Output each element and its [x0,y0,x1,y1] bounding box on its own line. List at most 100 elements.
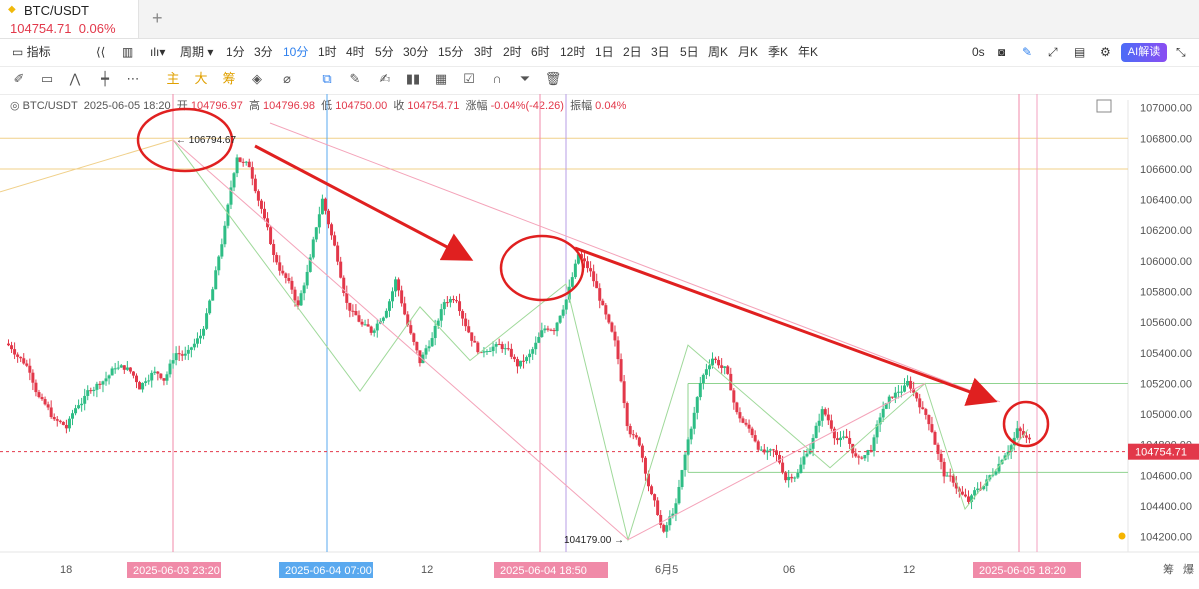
copy-icon[interactable]: ⧉ [322,71,332,86]
interval-10[interactable]: 6时 [531,45,550,59]
candle-body [494,344,498,347]
candle-body [330,224,334,236]
candle-body [107,375,111,379]
trash-icon[interactable]: 🗑 [544,71,562,86]
interval-9[interactable]: 2时 [503,45,522,59]
candle-body [311,239,315,258]
drawing-toolbar: ✐ ▭ ⋀ ┿ ⋯ 主 大 筹 ◈ ⌀ ⧉ ✎ ✍ ▮▮ ▦ ☑ ∩ ⏷ 🗑 [0,66,1199,95]
candles-icon[interactable]: ▮▮ [405,71,421,86]
chart-style-icon[interactable]: ılı▾ [150,45,166,59]
arrow-2 [574,246,998,406]
ruler-icon[interactable]: ✐ [13,71,25,86]
interval-12[interactable]: 1日 [595,45,614,59]
brush-icon[interactable]: ✍ [379,71,391,86]
candle-body [960,491,964,495]
interval-11[interactable]: 12时 [560,45,586,59]
timer-label: 0s [972,45,985,59]
edit-icon[interactable]: ☑ [463,71,475,86]
rectangle-icon[interactable]: ▭ [40,71,54,86]
grid-icon[interactable]: ▦ [434,71,448,86]
time-marker-badge-2 [494,562,608,578]
candle-body [677,487,681,504]
candle-body [631,434,635,436]
candle-body [354,311,358,316]
candle-body [189,347,193,350]
symbol-tab[interactable]: ◆ BTC/USDT 104754.71 0.06% [0,0,139,38]
candle-body [345,292,349,303]
annotate-icon[interactable]: ◈ [252,71,262,86]
pattern-icon[interactable]: ⋀ [69,71,81,86]
interval-4[interactable]: 4时 [346,45,365,59]
candle-body [244,161,248,163]
filter-icon[interactable]: ⏷ [519,71,531,86]
interval-19[interactable]: 年K [798,45,819,59]
candle-body [595,281,599,289]
pen-icon[interactable]: ✎ [349,71,361,86]
candle-body [217,256,221,271]
add-tab-icon[interactable]: + [152,8,163,28]
interval-16[interactable]: 周K [708,45,729,59]
interval-15[interactable]: 5日 [680,45,699,59]
vertical-line-icon[interactable]: ┿ [101,71,109,86]
interval-13[interactable]: 2日 [623,45,642,59]
interval-1[interactable]: 3分 [254,45,273,59]
candle-body [238,157,242,162]
candle-body [485,351,489,353]
interval-5[interactable]: 5分 [375,45,394,59]
settings-icon[interactable]: ⚙ [1100,45,1111,59]
chart-type-icon[interactable]: ▥ [122,45,134,59]
indicators-button[interactable]: ▭ 指标 [12,45,51,59]
draw-icon[interactable]: ✎ [1022,45,1033,59]
candle-body [540,330,544,337]
candle-body [272,244,276,255]
split-icon[interactable]: ⤢ [1048,45,1058,59]
interval-14[interactable]: 3日 [651,45,670,59]
candle-body [643,457,647,474]
candle-body [138,382,142,390]
candle-body [970,495,974,502]
candle-body [881,408,885,418]
big-order-toggle[interactable]: 大 [194,71,208,86]
fullscreen-icon[interactable]: ⤡ [1176,45,1186,59]
time-marker-badge-3 [973,562,1081,578]
candle-body [150,372,154,381]
camera-icon[interactable]: ◙ [998,45,1006,59]
more-icon[interactable]: ⋯ [126,71,140,86]
main-indicator-toggle[interactable]: 主 [166,71,180,86]
candle-body [177,353,181,355]
candle-body [479,352,483,354]
candle-body [458,301,462,312]
candle-body [278,262,282,271]
candle-body [31,372,35,383]
candle-body [607,314,611,323]
candle-body [104,378,108,382]
interval-7[interactable]: 15分 [438,45,464,59]
info-eye-icon[interactable]: ◎ [10,100,20,112]
candle-body [77,405,81,409]
candle-body [476,342,480,353]
period-dropdown[interactable]: 周期 ▾ [180,45,214,59]
candle-body [793,477,797,479]
back-icon[interactable]: ⟨⟨ [96,45,106,59]
magnet-icon[interactable]: ∩ [492,71,502,86]
interval-17[interactable]: 月K [738,45,759,59]
interval-18[interactable]: 季K [768,45,789,59]
candle-body [826,414,830,421]
candle-body [750,428,754,436]
price-tick-11: 106400.00 [1140,195,1192,207]
interval-8[interactable]: 3时 [474,45,493,59]
ai-analysis-button[interactable]: AI解读 [1121,43,1167,62]
eraser-icon[interactable]: ⌀ [283,71,291,86]
candle-body [424,348,428,355]
candle-body [775,450,778,455]
interval-2[interactable]: 10分 [283,45,309,59]
candle-body [634,435,638,438]
interval-0[interactable]: 1分 [226,45,245,59]
chip-toggle[interactable]: 筹 [222,71,236,86]
interval-3[interactable]: 1时 [318,45,337,59]
layout-icon[interactable]: ▤ [1074,45,1086,59]
interval-6[interactable]: 30分 [403,45,429,59]
candle-body [674,503,678,514]
candle-body [939,453,943,462]
candle-body [74,408,78,414]
